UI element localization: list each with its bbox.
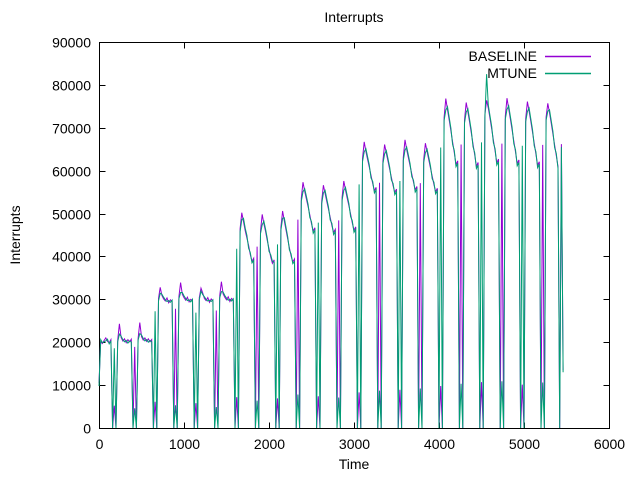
x-tick-label: 6000 [594, 436, 625, 452]
legend-item-mtune: MTUNE [487, 65, 591, 81]
y-tick-label: 40000 [52, 249, 91, 265]
chart-title: Interrupts [324, 9, 383, 25]
x-tick-label: 0 [96, 436, 104, 452]
y-tick-label: 30000 [52, 292, 91, 308]
legend-item-baseline: BASELINE [469, 48, 591, 64]
y-tick-label: 50000 [52, 207, 91, 223]
axis-ticks: 0 1000 2000 3000 4000 5000 6000010000200003000… [52, 35, 625, 453]
x-tick-label: 3000 [339, 436, 370, 452]
y-tick-label: 20000 [52, 335, 91, 351]
y-tick-label: 60000 [52, 164, 91, 180]
y-tick-label: 80000 [52, 78, 91, 94]
series-baseline-line [98, 98, 564, 429]
x-tick-label: 5000 [509, 436, 540, 452]
series-mtune-line [98, 74, 564, 429]
data-series [98, 74, 564, 429]
y-tick-label: 90000 [52, 35, 91, 51]
x-tick-label: 2000 [254, 436, 285, 452]
x-axis-label: Time [339, 456, 370, 472]
legend-label-baseline: BASELINE [469, 48, 537, 64]
x-tick-label: 4000 [424, 436, 455, 452]
y-tick-label: 10000 [52, 378, 91, 394]
x-tick-label: 1000 [169, 436, 200, 452]
y-axis-label: Interrupts [7, 205, 23, 264]
legend: BASELINE MTUNE [469, 48, 591, 81]
y-tick-label: 0 [83, 421, 91, 437]
y-tick-label: 70000 [52, 121, 91, 137]
legend-label-mtune: MTUNE [487, 65, 537, 81]
